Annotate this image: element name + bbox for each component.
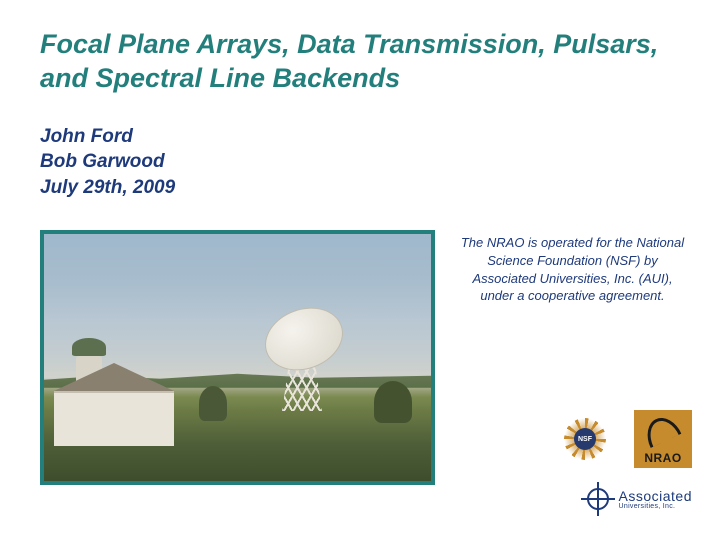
- nrao-statement: The NRAO is operated for the National Sc…: [455, 234, 690, 304]
- aui-main-text: Associated: [619, 489, 692, 503]
- logo-area: NSF NRAO Associated Universities, Inc.: [462, 410, 692, 516]
- photo-barn: [54, 356, 174, 446]
- author-block: John Ford Bob Garwood July 29th, 2009: [40, 124, 690, 201]
- photo-tree: [199, 386, 227, 421]
- right-column: The NRAO is operated for the National Sc…: [455, 230, 690, 304]
- nsf-logo-icon: NSF: [564, 418, 606, 460]
- presentation-date: July 29th, 2009: [40, 175, 690, 201]
- slide-container: Focal Plane Arrays, Data Transmission, P…: [0, 0, 720, 540]
- photo-telescope: [244, 301, 354, 411]
- nrao-logo-text: NRAO: [644, 451, 681, 465]
- photo-frame: [40, 230, 435, 485]
- slide-title: Focal Plane Arrays, Data Transmission, P…: [40, 28, 690, 96]
- photo-silo-top: [72, 338, 106, 356]
- photo-tree: [374, 381, 412, 423]
- observatory-photo: [44, 234, 431, 481]
- nrao-logo-icon: NRAO: [634, 410, 692, 468]
- photo-barn-roof: [54, 363, 174, 391]
- nsf-logo-text: NSF: [574, 428, 596, 450]
- aui-logo-icon: Associated Universities, Inc.: [581, 482, 692, 516]
- aui-sub-text: Universities, Inc.: [619, 503, 692, 510]
- aui-mark-icon: [581, 482, 615, 516]
- photo-telescope-dish: [256, 298, 352, 382]
- aui-logo-text: Associated Universities, Inc.: [619, 489, 692, 510]
- author-1: John Ford: [40, 124, 690, 150]
- photo-barn-body: [54, 391, 174, 446]
- logo-row-top: NSF NRAO: [564, 410, 692, 468]
- author-2: Bob Garwood: [40, 149, 690, 175]
